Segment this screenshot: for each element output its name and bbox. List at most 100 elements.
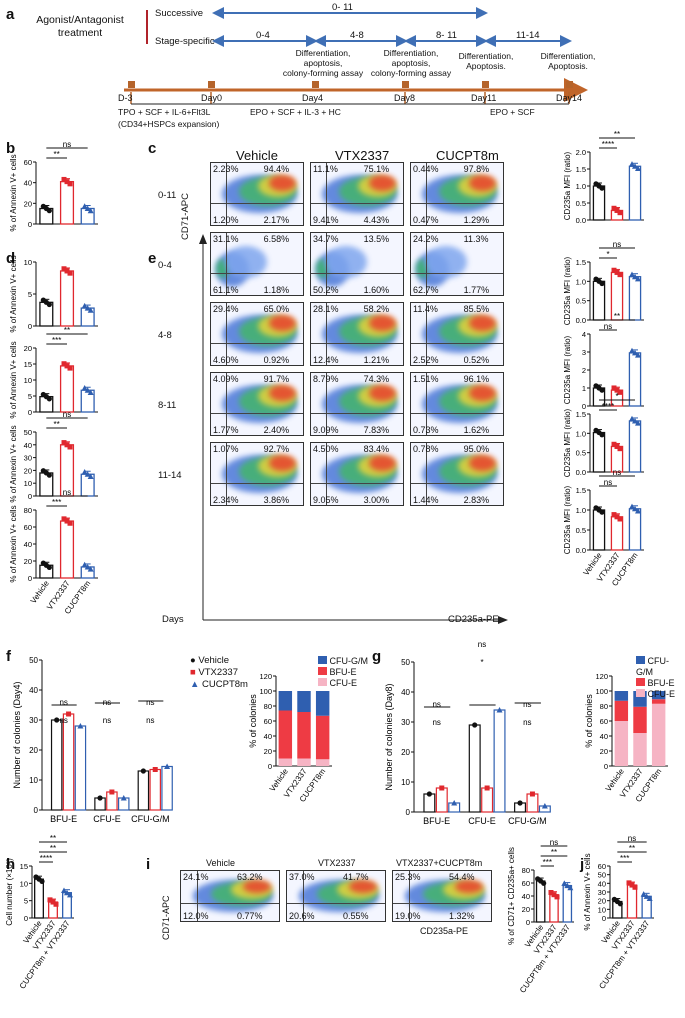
flow-days-label: Days	[162, 614, 184, 625]
significance-label: **	[614, 312, 620, 321]
quadrant-ll: 12.0%	[183, 911, 209, 921]
data-point	[64, 518, 70, 524]
y-tick-label: 10	[598, 905, 606, 914]
significance-label: ns	[523, 700, 531, 709]
data-point	[635, 420, 641, 426]
data-point	[561, 880, 568, 886]
bar	[74, 725, 87, 811]
y-tick-label: 50	[29, 656, 38, 665]
flow-density-plot: 8.79% 74.3% 9.09% 7.83%	[310, 372, 404, 436]
data-point	[439, 785, 445, 791]
y-tick-label: 0.0	[576, 316, 586, 325]
quadrant-ll: 19.0%	[395, 911, 421, 921]
bar	[628, 276, 642, 321]
data-point	[632, 163, 638, 169]
flow-density-plot: 29.4% 65.0% 4.60% 0.92%	[210, 302, 304, 366]
quadrant-lr: 0.92%	[263, 355, 290, 365]
data-point	[614, 387, 620, 393]
data-point	[64, 179, 70, 185]
data-point	[152, 767, 158, 772]
bar	[435, 787, 448, 813]
day-marker	[208, 81, 215, 88]
y-tick-label: 1.5	[576, 165, 586, 174]
legend-cfue: CFU-E	[329, 678, 358, 688]
y-tick-label: 0	[406, 808, 411, 817]
bar	[592, 431, 606, 473]
data-point	[599, 387, 605, 393]
day-marker	[482, 81, 489, 88]
flow-density-plot: 11.4% 85.5% 2.52% 0.52%	[410, 302, 504, 366]
data-point	[81, 469, 88, 475]
y-tick-label: 5	[24, 897, 28, 906]
data-point	[640, 891, 647, 897]
y-axis-label: Number of colonies (Day4)	[12, 681, 22, 788]
data-point	[617, 901, 623, 907]
data-point	[611, 512, 617, 518]
x-tick-label: BFU-E	[50, 814, 77, 824]
y-tick-label: 0.5	[576, 199, 586, 208]
data-point	[484, 785, 490, 791]
flow-density-plot: 11.1% 75.1% 9.41% 4.43%	[310, 162, 404, 226]
data-point	[81, 302, 88, 309]
data-point	[564, 882, 571, 889]
data-point	[632, 417, 638, 424]
quadrant-lr: 7.83%	[363, 425, 390, 435]
data-point	[64, 889, 70, 896]
y-tick-label: 0	[268, 762, 272, 771]
data-point	[46, 472, 52, 478]
data-point	[39, 878, 45, 884]
annotation-day11: Differentiation, Apoptosis.	[458, 51, 514, 71]
quadrant-ul: 25.3%	[395, 872, 421, 882]
y-tick-label: 2	[582, 366, 586, 375]
y-axis-label: Number of colonies (Day8)	[384, 683, 394, 790]
y-axis-label: % of Annexin V+ cells	[9, 154, 18, 231]
quadrant-lr: 0.77%	[237, 911, 263, 921]
y-tick-label: 1.0	[576, 277, 586, 286]
quadrant-lr: 0.55%	[343, 911, 369, 921]
quadrant-ul: 0.44%	[413, 164, 439, 174]
range-successive: 0- 11	[332, 2, 353, 13]
data-point	[84, 563, 91, 570]
quadrant-ll: 2.34%	[213, 495, 239, 505]
quadrant-lr: 1.60%	[363, 285, 390, 295]
quadrant-ur: 74.3%	[363, 374, 390, 384]
significance-label: **	[64, 326, 70, 335]
flow-header-vtx: VTX2337	[335, 148, 390, 163]
y-tick-label: 1.0	[576, 506, 586, 515]
flow-density-plot: 28.1% 58.2% 12.4% 1.21%	[310, 302, 404, 366]
stack-segment	[315, 759, 330, 766]
y-tick-label: 0.5	[576, 449, 586, 458]
data-point	[61, 516, 67, 522]
data-point	[629, 503, 635, 510]
bar	[628, 352, 642, 407]
data-point	[64, 442, 70, 448]
bar	[137, 770, 150, 811]
y-tick-label: 0.0	[576, 546, 586, 555]
significance-label: ns	[103, 698, 111, 707]
y-tick-label: 10	[29, 776, 38, 785]
quadrant-ul: 11.4%	[413, 304, 438, 314]
significance-label: ****	[40, 854, 52, 863]
day-marker	[566, 81, 573, 88]
data-point	[451, 800, 458, 806]
data-point	[629, 882, 635, 888]
flow-density-plot: 4.09% 91.7% 1.77% 2.40%	[210, 372, 304, 436]
y-tick-label: 0	[28, 574, 32, 583]
bar	[592, 280, 606, 321]
data-point	[629, 415, 635, 422]
quadrant-ur: 95.0%	[463, 444, 490, 454]
panel-label-i: i	[146, 856, 151, 873]
data-point	[551, 892, 557, 898]
flow-i-x-axis-label: CD235a-PE	[420, 926, 469, 936]
y-tick-label: 30	[401, 718, 410, 727]
bar	[106, 791, 118, 811]
y-tick-label: 20	[522, 905, 530, 914]
data-point	[599, 185, 605, 191]
stack-segment	[315, 691, 330, 716]
y-tick-label: 30	[598, 888, 606, 897]
data-point	[53, 901, 59, 907]
significance-label: **	[54, 150, 60, 159]
legend-g-cfue: CFU-E	[647, 689, 676, 699]
